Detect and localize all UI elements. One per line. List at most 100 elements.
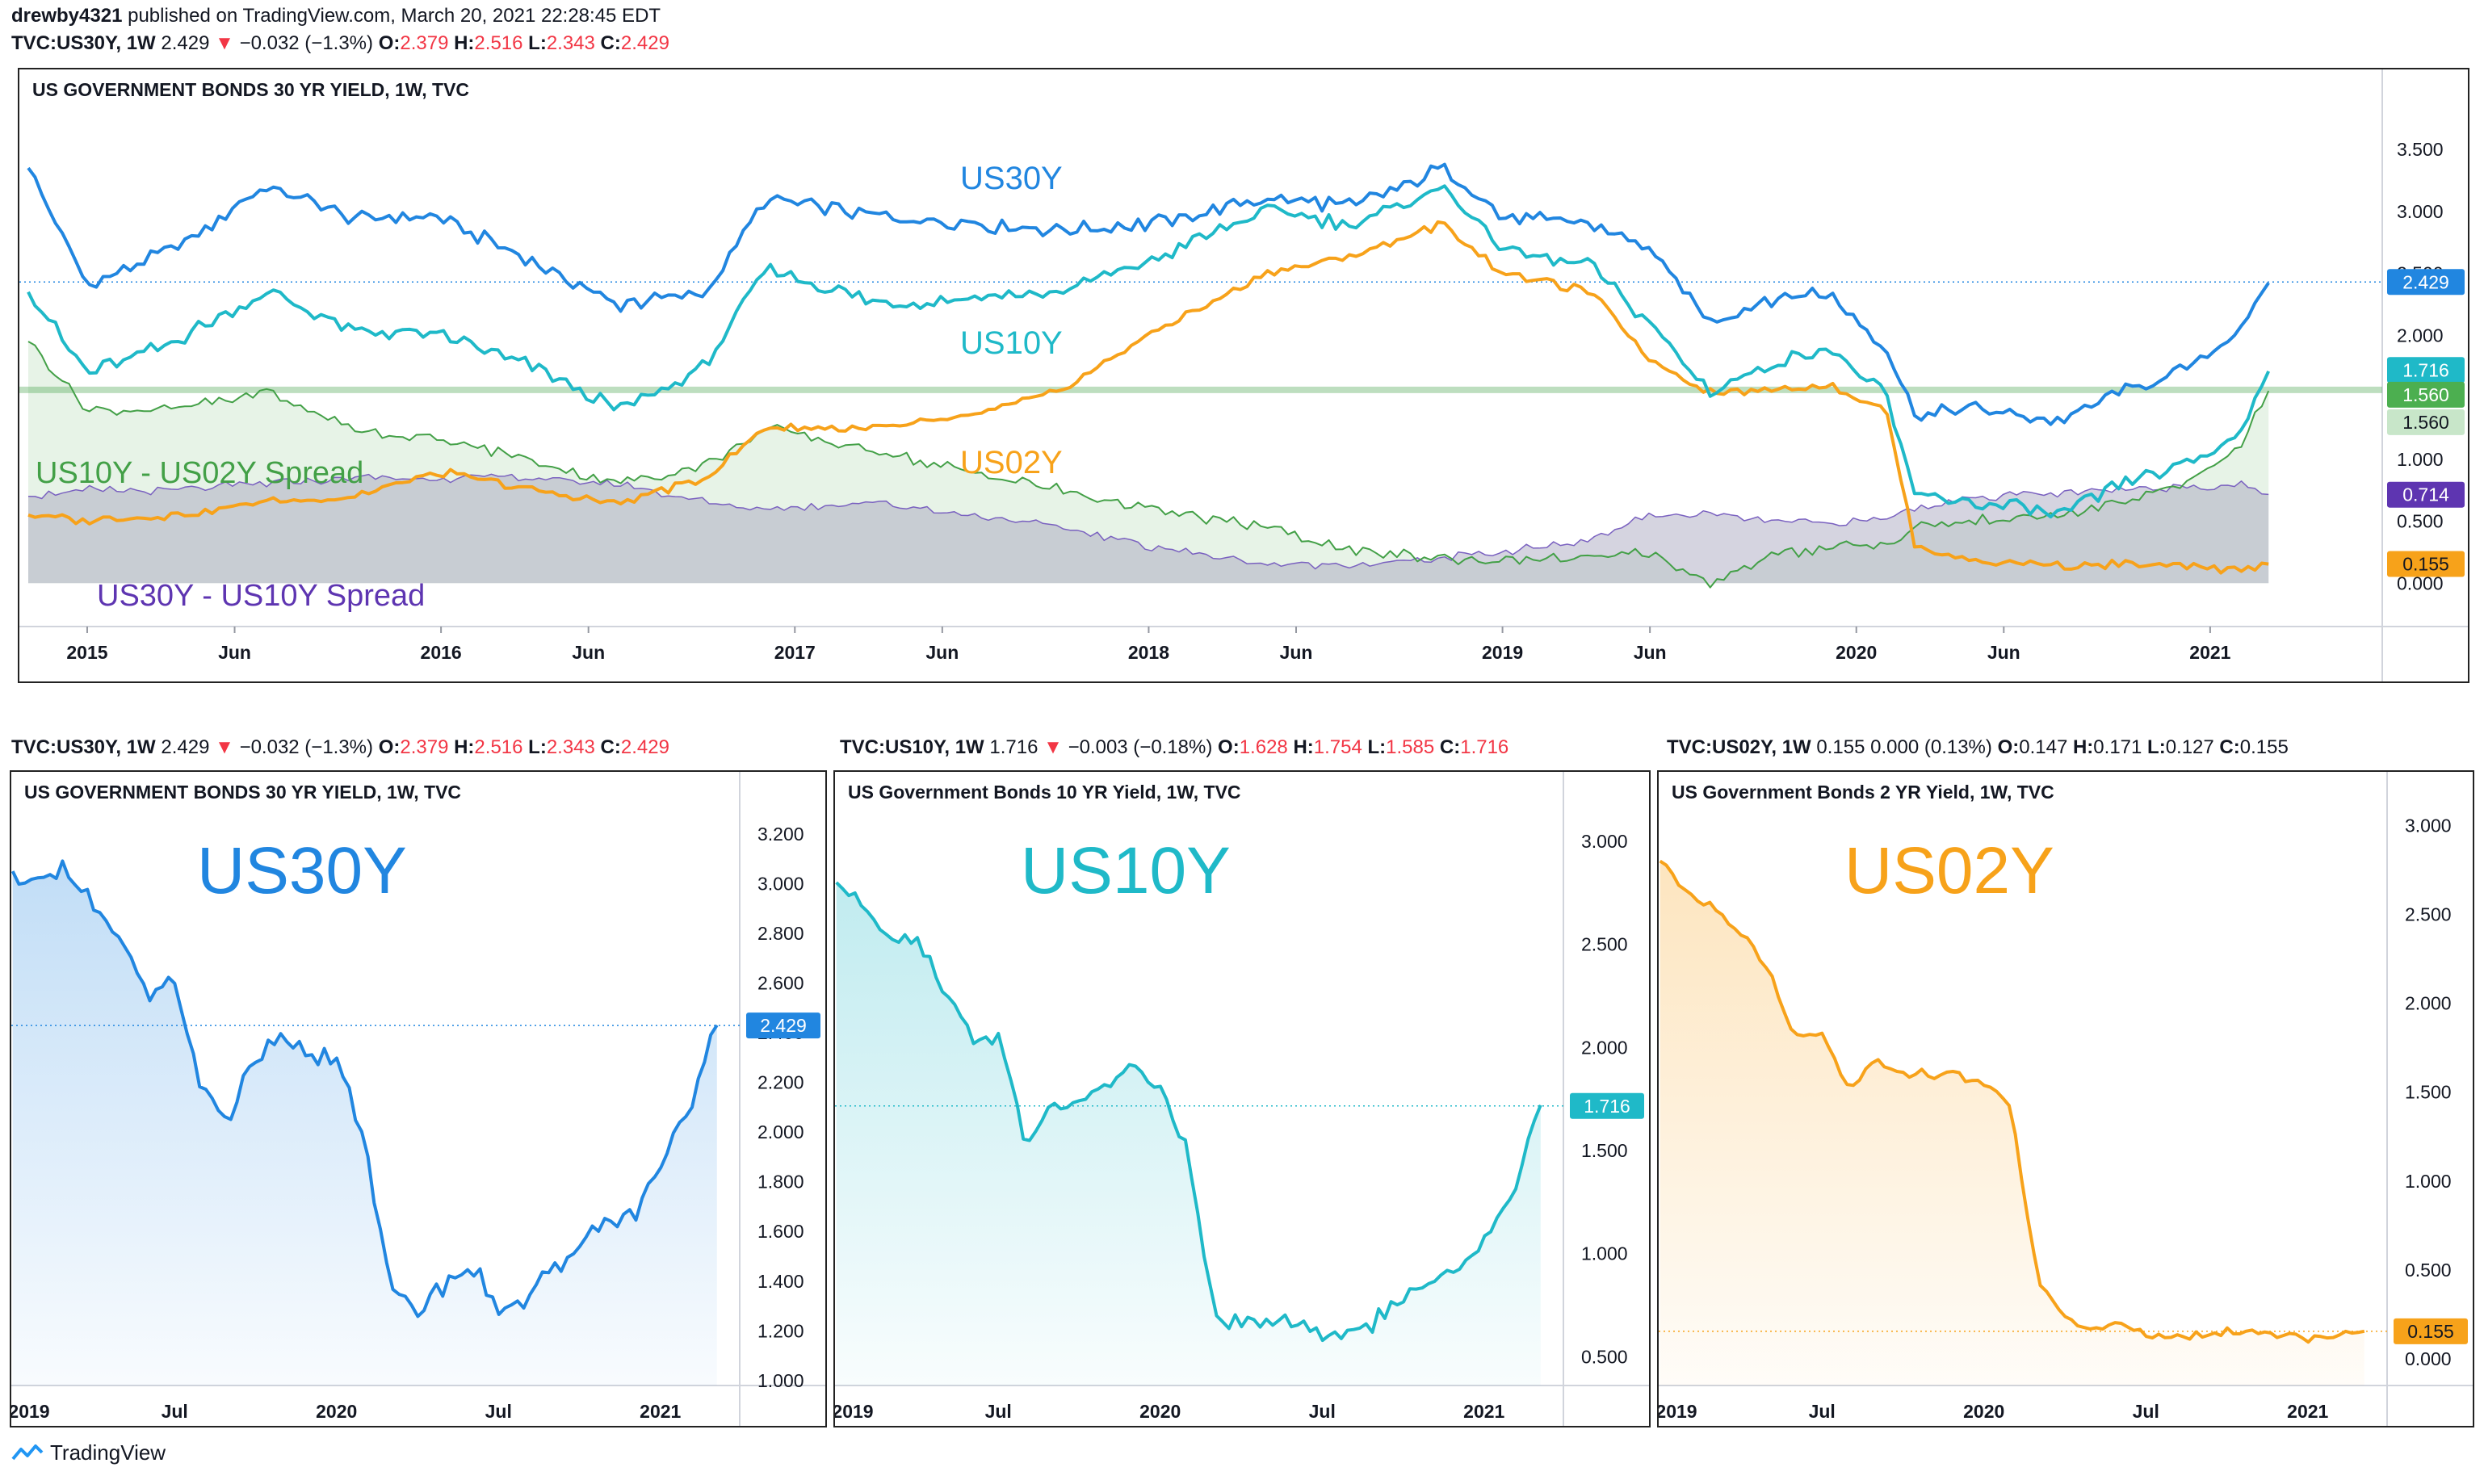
main-symbol-info: TVC:US30Y, 1W 2.429 ▼ −0.032 (−1.3%) O:2… <box>11 32 669 54</box>
sub1-low: 2.343 <box>546 736 595 758</box>
sub3-symbol-info: TVC:US02Y, 1W 0.155 0.000 (0.13%) O:0.14… <box>1667 736 2289 758</box>
y-tick-label: 2.500 <box>1581 934 1628 955</box>
us10y-label: US10Y <box>960 325 1063 361</box>
price-tag-box <box>746 1012 820 1039</box>
publisher-name[interactable]: drewby4321 <box>11 5 123 27</box>
price-tag: 0.155 <box>2394 1318 2468 1344</box>
x-tick-label: 2019 <box>1659 1401 1697 1422</box>
sub3-symbol[interactable]: TVC:US02Y, 1W <box>1667 736 1811 758</box>
us30y-chart-pane[interactable]: US GOVERNMENT BONDS 30 YR YIELD, 1W, TVC… <box>10 770 827 1427</box>
tradingview-footer[interactable]: TradingView <box>11 1440 166 1465</box>
spread-10-02-label: US10Y - US02Y Spread <box>36 456 363 490</box>
sub2-last: 1.716 <box>989 736 1038 758</box>
last-price: 2.429 <box>161 32 210 54</box>
x-tick-label: 2021 <box>640 1401 681 1422</box>
x-tick-label: 2017 <box>774 642 816 663</box>
sub3-close: 0.155 <box>2239 736 2289 758</box>
sub1-symbol[interactable]: TVC:US30Y, 1W <box>11 736 156 758</box>
tradingview-brand: TradingView <box>50 1440 166 1465</box>
us10y-chart-svg[interactable]: 3.000 2.500 2.000 1.500 1.000 0.500 2019 Jul 202… <box>835 772 1651 1427</box>
us02y-chart-title: US Government Bonds 2 YR Yield, 1W, TVC <box>1672 782 2054 803</box>
y-tick-label: 2.200 <box>757 1072 804 1093</box>
y-tick-label: 2.000 <box>2397 325 2444 346</box>
y-tick-label: 1.000 <box>2405 1171 2452 1192</box>
price-tag-box <box>2387 551 2465 577</box>
sub1-high: 2.516 <box>474 736 523 758</box>
x-tick-label: Jun <box>218 642 251 663</box>
y-tick-label: 0.500 <box>1581 1346 1628 1367</box>
y-tick-label: 0.500 <box>2405 1260 2452 1281</box>
y-tick-label: 1.500 <box>2405 1082 2452 1103</box>
price-tag-label: 1.560 <box>2402 384 2449 405</box>
y-tick-label: 3.200 <box>757 824 804 845</box>
y-tick-label: 1.000 <box>757 1370 804 1391</box>
price-tag-label: 1.716 <box>1584 1096 1630 1117</box>
sub1-symbol-info: TVC:US30Y, 1W 2.429 ▼ −0.032 (−1.3%) O:2… <box>11 736 669 758</box>
sub2-symbol-info: TVC:US10Y, 1W 1.716 ▼ −0.003 (−0.18%) O:… <box>840 736 1509 758</box>
main-chart-pane[interactable]: US GOVERNMENT BONDS 30 YR YIELD, 1W, TVC… <box>18 68 2469 683</box>
price-tag: 1.716 <box>2387 357 2465 384</box>
sub2-open: 1.628 <box>1239 736 1288 758</box>
x-tick-label: Jun <box>572 642 605 663</box>
symbol-name[interactable]: TVC:US30Y, 1W <box>11 32 156 54</box>
us02y-chart-svg[interactable]: 3.000 2.500 2.000 1.500 1.000 0.500 0.000 2019 J… <box>1659 772 2474 1427</box>
y-tick-label: 0.000 <box>2405 1348 2452 1369</box>
y-tick-label: 3.000 <box>757 873 804 894</box>
x-tick-label: 2020 <box>1963 1401 2004 1422</box>
big-series-label: US10Y <box>1021 834 1231 908</box>
series-line <box>835 881 1542 1343</box>
y-tick-label: 0.500 <box>2397 511 2444 532</box>
main-chart-svg[interactable]: 3.5003.0002.5002.0001.5001.0000.5000.000… <box>19 69 2469 683</box>
sub2-low: 1.585 <box>1386 736 1435 758</box>
price-tag: 0.714 <box>2387 481 2465 508</box>
y-tick-label: 2.500 <box>2405 904 2452 925</box>
price-tag-label: 1.716 <box>2402 359 2449 380</box>
x-tick-label: Jul <box>485 1401 512 1422</box>
high-value: 2.516 <box>474 32 523 54</box>
publish-info: drewby4321 published on TradingView.com,… <box>11 5 661 27</box>
price-tag: 1.716 <box>1570 1092 1644 1119</box>
x-tick-label: Jul <box>1309 1401 1336 1422</box>
low-value: 2.343 <box>546 32 595 54</box>
us30y-line <box>27 162 2270 426</box>
y-tick-label: 3.500 <box>2397 139 2444 160</box>
x-tick-label: 2019 <box>835 1401 874 1422</box>
price-tag: 1.560 <box>2387 409 2465 435</box>
y-tick-label: 1.800 <box>757 1172 804 1193</box>
y-tick-label: 1.400 <box>757 1271 804 1292</box>
sub1-last: 2.429 <box>161 736 210 758</box>
sub2-high: 1.754 <box>1313 736 1362 758</box>
y-tick-label: 2.600 <box>757 973 804 994</box>
down-arrow-icon: ▼ <box>1043 736 1063 758</box>
x-tick-label: 2021 <box>2287 1401 2328 1422</box>
x-tick-label: 2021 <box>2189 642 2230 663</box>
spread-10-02-line <box>27 341 2270 589</box>
price-tag-label: 0.155 <box>2402 553 2449 574</box>
x-tick-label: Jul <box>2133 1401 2159 1422</box>
big-series-label: US02Y <box>1844 834 2054 908</box>
price-tag-label: 1.560 <box>2402 412 2449 433</box>
sub2-symbol[interactable]: TVC:US10Y, 1W <box>840 736 984 758</box>
us10y-line <box>27 184 2271 519</box>
down-arrow-icon: ▼ <box>215 736 234 758</box>
x-tick-label: Jun <box>1987 642 2020 663</box>
y-tick-label: 3.000 <box>2405 815 2452 836</box>
price-tag-box <box>2387 269 2465 296</box>
series-area <box>12 861 717 1385</box>
x-tick-label: 2020 <box>316 1401 357 1422</box>
price-tag-label: 2.429 <box>760 1015 807 1036</box>
us02y-chart-pane[interactable]: US Government Bonds 2 YR Yield, 1W, TVC … <box>1657 770 2474 1427</box>
sub3-last: 0.155 <box>1816 736 1865 758</box>
us30y-chart-svg[interactable]: 3.2003.0002.8002.6002.4002.2002.0001.800… <box>11 772 827 1427</box>
spread-30-10-line <box>27 473 2269 570</box>
y-tick-label: 2.000 <box>2405 993 2452 1014</box>
price-tag-label: 2.429 <box>2402 271 2449 292</box>
x-tick-label: Jul <box>162 1401 188 1422</box>
price-tag-box <box>2387 481 2465 508</box>
sub3-open: 0.147 <box>2019 736 2068 758</box>
sub1-close: 2.429 <box>620 736 669 758</box>
x-tick-label: Jun <box>1634 642 1667 663</box>
us10y-chart-pane[interactable]: US Government Bonds 10 YR Yield, 1W, TVC… <box>833 770 1651 1427</box>
price-tag-box <box>2387 357 2465 384</box>
x-tick-label: 2019 <box>11 1401 50 1422</box>
